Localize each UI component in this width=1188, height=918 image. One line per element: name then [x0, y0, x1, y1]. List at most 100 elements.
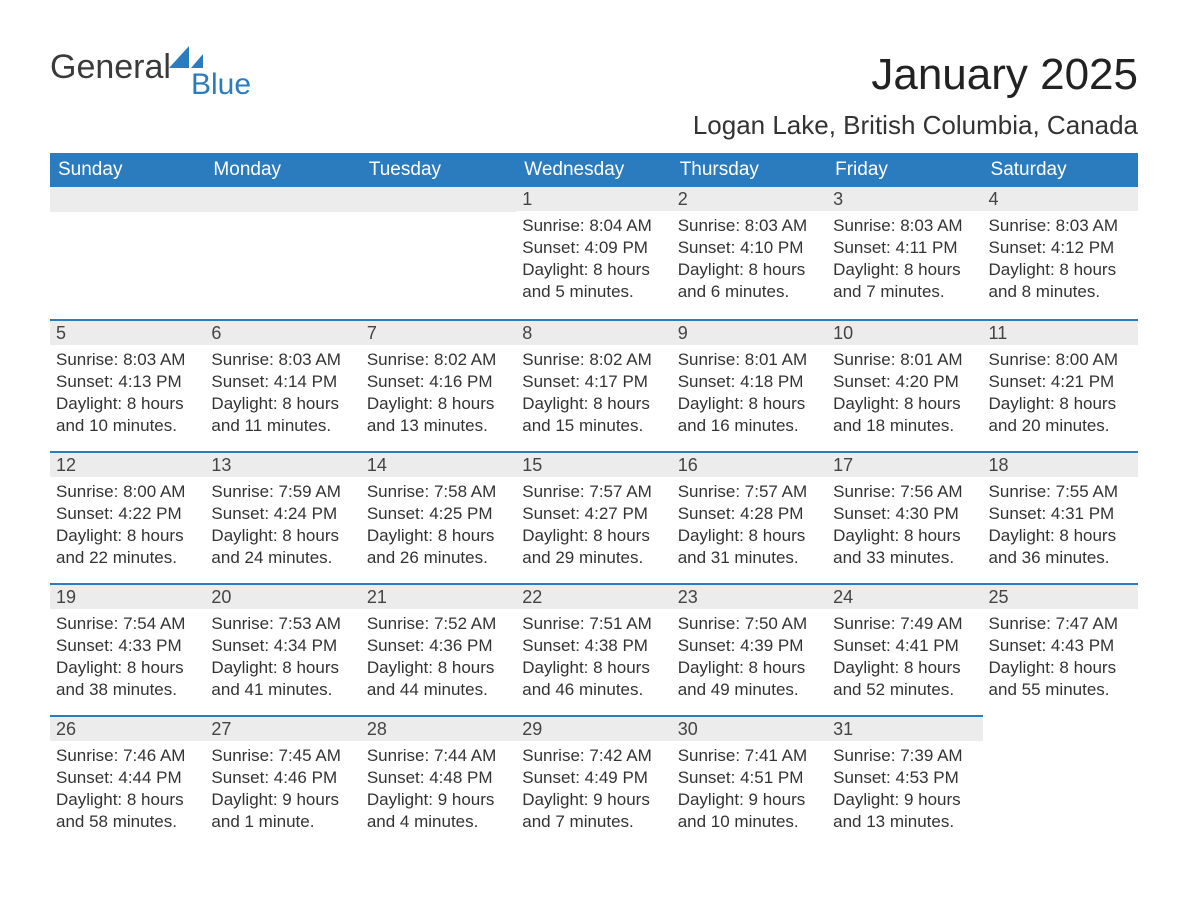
daylight-line-1: Daylight: 8 hours: [833, 525, 976, 547]
sunrise-label: Sunrise:: [56, 614, 123, 633]
calendar-week-row: 12Sunrise: 8:00 AMSunset: 4:22 PMDayligh…: [50, 451, 1138, 583]
sunrise-value: 7:49 AM: [900, 614, 962, 633]
daylight-line-1: Daylight: 8 hours: [678, 259, 821, 281]
brand-logo: General Blue: [50, 50, 269, 84]
sunset-label: Sunset:: [989, 504, 1051, 523]
calendar-day-cell: 18Sunrise: 7:55 AMSunset: 4:31 PMDayligh…: [983, 451, 1138, 583]
sunrise-value: 7:45 AM: [279, 746, 341, 765]
sunset-label: Sunset:: [522, 768, 584, 787]
day-number: 11: [983, 319, 1138, 345]
calendar-day-cell: 1Sunrise: 8:04 AMSunset: 4:09 PMDaylight…: [516, 187, 671, 319]
sunrise-label: Sunrise:: [367, 350, 434, 369]
sunrise-line: Sunrise: 7:58 AM: [367, 481, 510, 503]
sunrise-line: Sunrise: 7:54 AM: [56, 613, 199, 635]
empty-day-header: [205, 187, 360, 212]
day-number: 4: [983, 187, 1138, 211]
sunrise-label: Sunrise:: [56, 746, 123, 765]
sunrise-label: Sunrise:: [833, 350, 900, 369]
calendar-day-cell: 27Sunrise: 7:45 AMSunset: 4:46 PMDayligh…: [205, 715, 360, 847]
sunset-line: Sunset: 4:13 PM: [56, 371, 199, 393]
calendar-day-cell: 25Sunrise: 7:47 AMSunset: 4:43 PMDayligh…: [983, 583, 1138, 715]
sunset-line: Sunset: 4:43 PM: [989, 635, 1132, 657]
sunset-label: Sunset:: [833, 372, 895, 391]
day-number: 23: [672, 583, 827, 609]
sunrise-value: 7:42 AM: [589, 746, 651, 765]
sunset-label: Sunset:: [56, 504, 118, 523]
daylight-line-1: Daylight: 8 hours: [522, 525, 665, 547]
daylight-line-1: Daylight: 8 hours: [367, 525, 510, 547]
sunrise-value: 8:01 AM: [745, 350, 807, 369]
empty-day-header: [361, 187, 516, 212]
calendar-week-row: 1Sunrise: 8:04 AMSunset: 4:09 PMDaylight…: [50, 187, 1138, 319]
sunset-value: 4:09 PM: [585, 238, 648, 257]
day-details: Sunrise: 8:03 AMSunset: 4:11 PMDaylight:…: [827, 211, 982, 307]
sunset-value: 4:43 PM: [1051, 636, 1114, 655]
header: General Blue January 2025 Logan Lake, Br…: [50, 50, 1138, 153]
day-number: 30: [672, 715, 827, 741]
sunset-label: Sunset:: [678, 504, 740, 523]
sunset-label: Sunset:: [678, 238, 740, 257]
daylight-line-2: and 8 minutes.: [989, 281, 1132, 303]
sunrise-label: Sunrise:: [522, 216, 589, 235]
daylight-line-1: Daylight: 8 hours: [56, 657, 199, 679]
weekday-header: Monday: [205, 153, 360, 187]
sunset-line: Sunset: 4:34 PM: [211, 635, 354, 657]
sunset-value: 4:36 PM: [429, 636, 492, 655]
sunset-value: 4:28 PM: [740, 504, 803, 523]
sunrise-label: Sunrise:: [833, 614, 900, 633]
sunrise-value: 8:03 AM: [123, 350, 185, 369]
sunrise-label: Sunrise:: [211, 614, 278, 633]
daylight-line-2: and 20 minutes.: [989, 415, 1132, 437]
weekday-header-row: SundayMondayTuesdayWednesdayThursdayFrid…: [50, 153, 1138, 187]
sunrise-line: Sunrise: 7:42 AM: [522, 745, 665, 767]
sunset-line: Sunset: 4:09 PM: [522, 237, 665, 259]
daylight-line-2: and 7 minutes.: [833, 281, 976, 303]
calendar-day-cell: 20Sunrise: 7:53 AMSunset: 4:34 PMDayligh…: [205, 583, 360, 715]
day-details: Sunrise: 7:53 AMSunset: 4:34 PMDaylight:…: [205, 609, 360, 705]
sunrise-label: Sunrise:: [522, 350, 589, 369]
sunrise-value: 7:39 AM: [900, 746, 962, 765]
daylight-line-2: and 18 minutes.: [833, 415, 976, 437]
sunset-label: Sunset:: [989, 238, 1051, 257]
sunrise-line: Sunrise: 8:04 AM: [522, 215, 665, 237]
daylight-line-1: Daylight: 8 hours: [367, 393, 510, 415]
sunrise-label: Sunrise:: [989, 216, 1056, 235]
sunset-label: Sunset:: [211, 636, 273, 655]
sunset-label: Sunset:: [211, 768, 273, 787]
sunrise-value: 8:03 AM: [1056, 216, 1118, 235]
sunset-line: Sunset: 4:16 PM: [367, 371, 510, 393]
calendar-day-cell: 6Sunrise: 8:03 AMSunset: 4:14 PMDaylight…: [205, 319, 360, 451]
day-details: Sunrise: 8:03 AMSunset: 4:13 PMDaylight:…: [50, 345, 205, 441]
sunset-line: Sunset: 4:27 PM: [522, 503, 665, 525]
sunset-value: 4:18 PM: [740, 372, 803, 391]
daylight-line-1: Daylight: 8 hours: [56, 393, 199, 415]
sunset-line: Sunset: 4:39 PM: [678, 635, 821, 657]
sunrise-line: Sunrise: 8:02 AM: [522, 349, 665, 371]
sunset-line: Sunset: 4:31 PM: [989, 503, 1132, 525]
day-details: Sunrise: 7:51 AMSunset: 4:38 PMDaylight:…: [516, 609, 671, 705]
sunrise-line: Sunrise: 7:52 AM: [367, 613, 510, 635]
sunset-value: 4:13 PM: [118, 372, 181, 391]
day-number: 7: [361, 319, 516, 345]
daylight-line-2: and 16 minutes.: [678, 415, 821, 437]
sunrise-value: 8:00 AM: [1056, 350, 1118, 369]
daylight-line-1: Daylight: 8 hours: [989, 657, 1132, 679]
calendar-day-cell: 14Sunrise: 7:58 AMSunset: 4:25 PMDayligh…: [361, 451, 516, 583]
daylight-line-1: Daylight: 8 hours: [678, 525, 821, 547]
sunset-line: Sunset: 4:51 PM: [678, 767, 821, 789]
sunset-line: Sunset: 4:49 PM: [522, 767, 665, 789]
sunset-label: Sunset:: [989, 372, 1051, 391]
daylight-line-1: Daylight: 9 hours: [833, 789, 976, 811]
sunrise-value: 7:52 AM: [434, 614, 496, 633]
sunset-value: 4:30 PM: [895, 504, 958, 523]
calendar-day-cell: 2Sunrise: 8:03 AMSunset: 4:10 PMDaylight…: [672, 187, 827, 319]
day-details: Sunrise: 8:03 AMSunset: 4:12 PMDaylight:…: [983, 211, 1138, 307]
empty-day-header: [50, 187, 205, 212]
calendar-week-row: 5Sunrise: 8:03 AMSunset: 4:13 PMDaylight…: [50, 319, 1138, 451]
sunset-label: Sunset:: [833, 238, 895, 257]
sunrise-value: 8:02 AM: [589, 350, 651, 369]
sunset-line: Sunset: 4:30 PM: [833, 503, 976, 525]
sunset-label: Sunset:: [522, 636, 584, 655]
day-details: Sunrise: 7:59 AMSunset: 4:24 PMDaylight:…: [205, 477, 360, 573]
daylight-line-2: and 49 minutes.: [678, 679, 821, 701]
